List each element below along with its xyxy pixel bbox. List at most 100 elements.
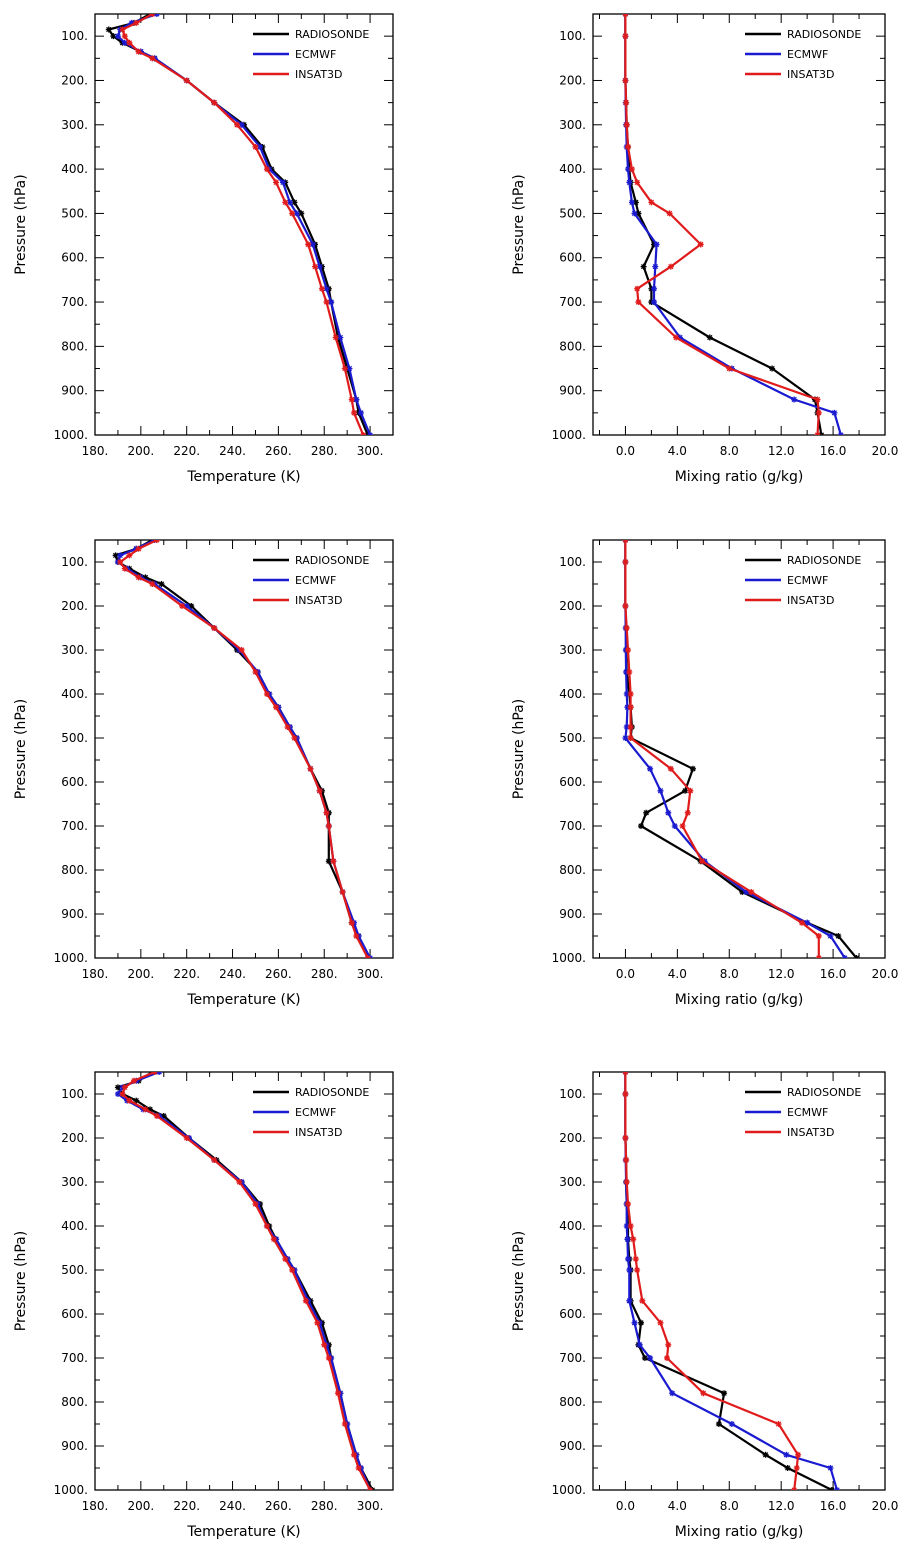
data-point	[119, 26, 126, 33]
data-point	[762, 1451, 769, 1458]
y-tick-label: 400.	[559, 162, 586, 176]
data-point	[126, 1097, 133, 1104]
data-point	[284, 724, 291, 730]
y-tick-label: 700.	[559, 819, 586, 833]
data-point	[626, 1267, 633, 1273]
y-tick-label: 200.	[61, 1131, 88, 1145]
y-tick-label: 100.	[559, 29, 586, 43]
data-point	[626, 669, 633, 675]
x-tick-label: 220.	[173, 1499, 200, 1513]
y-tick-label: 800.	[559, 339, 586, 353]
data-point	[110, 33, 117, 40]
x-axis-label: Mixing ratio (g/kg)	[675, 469, 804, 485]
data-point	[667, 765, 674, 772]
x-tick-label: 280.	[311, 444, 338, 458]
data-point	[328, 299, 335, 306]
x-tick-label: 200.	[127, 1499, 154, 1513]
x-tick-label: 240.	[219, 444, 246, 458]
y-tick-label: 900.	[559, 1439, 586, 1453]
data-point	[647, 1355, 654, 1361]
data-point	[630, 1236, 637, 1243]
data-point	[112, 552, 119, 559]
data-point	[804, 919, 811, 926]
data-point	[699, 858, 706, 865]
data-point	[286, 199, 293, 206]
legend: RADIOSONDE ECMWF INSAT3D	[745, 1086, 861, 1139]
x-tick-label: 8.0	[720, 444, 739, 458]
y-tick-label: 600.	[61, 251, 88, 265]
data-point	[291, 735, 298, 741]
data-point	[318, 285, 325, 292]
data-point	[135, 48, 142, 55]
data-point	[133, 19, 140, 26]
y-tick-label: 400.	[559, 1219, 586, 1233]
data-point	[211, 99, 218, 106]
data-point	[252, 143, 259, 150]
data-point	[117, 552, 124, 559]
series-insat3d	[119, 1072, 374, 1490]
data-point	[149, 14, 156, 17]
y-tick-label: 700.	[559, 1351, 586, 1365]
x-tick-label: 300.	[357, 1499, 384, 1513]
legend-label: INSAT3D	[787, 1126, 835, 1139]
chart-panel-6: 100. 200. 300. 400. 500. 600. 700. 800. 900. 1000…	[511, 1071, 898, 1540]
y-tick-label: 300.	[559, 643, 586, 657]
data-point	[142, 574, 149, 581]
data-point	[257, 143, 264, 150]
data-point	[252, 669, 259, 675]
y-axis-label: Pressure (hPa)	[13, 174, 29, 274]
data-point	[314, 1319, 321, 1326]
y-tick-label: 1000.	[552, 428, 586, 442]
data-point	[791, 396, 798, 403]
y-tick-label: 900.	[61, 1439, 88, 1453]
data-point	[700, 1390, 707, 1397]
y-tick-label: 100.	[61, 1087, 88, 1101]
data-point	[634, 1267, 641, 1273]
y-tick-label: 700.	[559, 295, 586, 309]
y-tick-label: 1000.	[54, 1483, 88, 1497]
data-point	[636, 1341, 643, 1348]
y-tick-label: 400.	[61, 162, 88, 176]
data-point	[665, 1341, 672, 1348]
data-point	[238, 647, 245, 653]
data-point	[323, 285, 330, 292]
data-point	[351, 1451, 358, 1458]
data-point	[624, 1236, 631, 1243]
y-tick-label: 300.	[61, 643, 88, 657]
y-axis-label: Pressure (hPa)	[511, 1231, 527, 1331]
x-tick-label: 240.	[219, 1499, 246, 1513]
x-axis-label: Temperature (K)	[186, 992, 300, 1008]
x-axis-label: Temperature (K)	[186, 469, 300, 485]
data-point	[687, 787, 694, 794]
y-tick-label: 600.	[61, 775, 88, 789]
x-tick-label: 260.	[265, 444, 292, 458]
x-tick-label: 20.0	[872, 444, 899, 458]
data-point	[625, 143, 632, 150]
data-point	[323, 299, 330, 306]
legend-label: ECMWF	[787, 1106, 828, 1119]
y-tick-label: 800.	[61, 339, 88, 353]
data-point	[302, 1297, 309, 1304]
data-point	[748, 889, 755, 895]
data-point	[126, 552, 133, 559]
y-tick-label: 900.	[61, 907, 88, 921]
data-point	[133, 1097, 140, 1104]
data-point	[827, 933, 834, 939]
y-tick-label: 100.	[559, 555, 586, 569]
data-point	[151, 1072, 158, 1075]
y-tick-label: 400.	[61, 1219, 88, 1233]
data-point	[784, 1465, 791, 1471]
series-insat3d	[622, 1072, 802, 1490]
data-point	[657, 787, 664, 794]
data-point	[706, 334, 713, 341]
plot-frame	[592, 13, 886, 436]
x-tick-label: 20.0	[872, 967, 899, 981]
data-point	[841, 955, 848, 958]
data-point	[684, 809, 691, 816]
data-point	[625, 166, 632, 173]
data-point	[835, 933, 842, 939]
data-point	[635, 299, 642, 306]
data-point	[631, 1319, 638, 1326]
data-point	[270, 1236, 277, 1243]
data-point	[298, 210, 305, 217]
